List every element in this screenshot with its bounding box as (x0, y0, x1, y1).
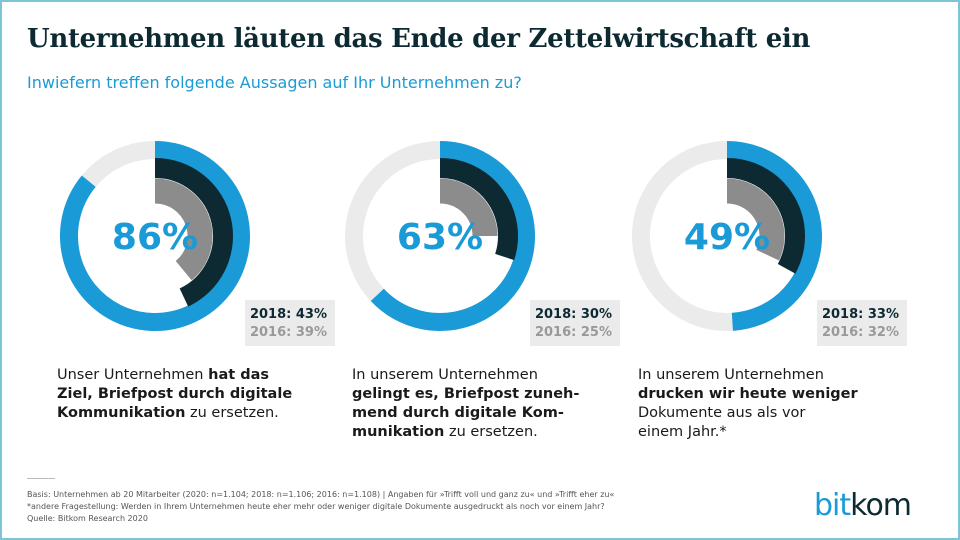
arc-2016 (439, 178, 498, 237)
main-percentage: 49% (684, 217, 770, 258)
statement: Unser Unternehmen hat das Ziel, Briefpost… (57, 366, 297, 423)
footnote-question: *andere Fragestellung: Werden in Ihrem U… (27, 502, 605, 511)
statement-bold: Ziel, Briefpost durch digitale (57, 386, 293, 402)
statement-text: zu ersetzen. (185, 405, 279, 421)
footnotes: Basis: Unternehmen ab 20 Mitarbeiter (20… (27, 489, 614, 525)
divider (27, 478, 55, 479)
value-2018: 2018: 43% (249, 307, 327, 322)
arc-2020 (60, 141, 250, 331)
footnote-source: Quelle: Bitkom Research 2020 (27, 514, 148, 523)
arc-2018 (726, 158, 805, 274)
statement-line: Dokumente aus als vor (638, 404, 878, 423)
previous-years-box: 2018: 43% 2016: 39% (245, 300, 335, 346)
arc-2020 (370, 141, 535, 331)
statement-bold: munikation (352, 424, 445, 440)
statement-text: Dokumente aus als vor (638, 405, 806, 421)
statement-line: mend durch digitale Kom- (352, 404, 592, 423)
statement: In unserem Unternehmen gelingt es, Briefp… (352, 366, 592, 442)
statement-text: zu ersetzen. (444, 424, 538, 440)
arc-2016 (726, 178, 785, 261)
statement-bold: hat das (208, 367, 270, 383)
statement-text: einem Jahr.* (638, 424, 727, 440)
statement-line: Ziel, Briefpost durch digitale (57, 385, 297, 404)
previous-years-box: 2018: 33% 2016: 32% (817, 300, 907, 346)
statement-line: Kommunikation zu ersetzen. (57, 404, 297, 423)
main-percentage: 86% (112, 217, 198, 258)
statement-line: Unser Unternehmen hat das (57, 366, 297, 385)
arc-2018 (439, 158, 518, 261)
arc-2020 (726, 141, 822, 331)
value-2016: 2016: 32% (821, 325, 899, 340)
page-title: Unternehmen läuten das Ende der Zettelwi… (27, 24, 811, 54)
bitkom-logo: bitkom (814, 488, 912, 523)
statement: In unserem Unternehmen drucken wir heute … (638, 366, 878, 442)
statement-line: einem Jahr.* (638, 423, 878, 442)
value-2018: 2018: 33% (821, 307, 899, 322)
arc-2018 (154, 158, 233, 307)
statement-line: In unserem Unternehmen (352, 366, 592, 385)
statement-bold: Kommunikation (57, 405, 186, 421)
statement-line: drucken wir heute weniger (638, 385, 878, 404)
footnote-basis: Basis: Unternehmen ab 20 Mitarbeiter (20… (27, 490, 615, 499)
statement-line: gelingt es, Briefpost zuneh- (352, 385, 592, 404)
previous-years-box: 2018: 30% 2016: 25% (530, 300, 620, 346)
statement-text: In unserem Unternehmen (352, 367, 538, 383)
value-2016: 2016: 39% (249, 325, 327, 340)
value-2016: 2016: 25% (534, 325, 612, 340)
arc-2016 (154, 178, 213, 281)
statement-line: munikation zu ersetzen. (352, 423, 592, 442)
statement-text: In unserem Unternehmen (638, 367, 824, 383)
statement-bold: gelingt es, Briefpost zuneh- (352, 386, 580, 402)
statement-bold: drucken wir heute weniger (638, 386, 858, 402)
statement-text: Unser Unternehmen (57, 367, 209, 383)
main-percentage: 63% (397, 217, 483, 258)
value-2018: 2018: 30% (534, 307, 612, 322)
subtitle: Inwiefern treffen folgende Aussagen auf … (27, 73, 522, 92)
statement-bold: mend durch digitale Kom- (352, 405, 564, 421)
statement-line: In unserem Unternehmen (638, 366, 878, 385)
